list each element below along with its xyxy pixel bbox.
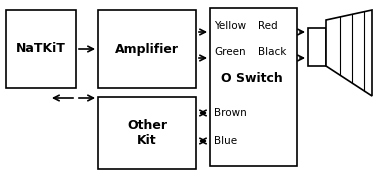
Text: Amplifier: Amplifier — [115, 42, 179, 55]
Bar — [6, 10, 76, 88]
Bar — [98, 97, 196, 169]
Bar — [98, 10, 196, 88]
Text: Other
Kit: Other Kit — [127, 119, 167, 147]
Text: Blue: Blue — [214, 136, 237, 146]
Text: Black: Black — [258, 47, 286, 57]
Bar — [210, 8, 297, 166]
Text: O Switch: O Switch — [221, 71, 283, 84]
Text: Red: Red — [258, 21, 278, 31]
Text: Brown: Brown — [214, 108, 247, 118]
Text: Yellow: Yellow — [214, 21, 246, 31]
Text: Green: Green — [214, 47, 246, 57]
Bar — [308, 28, 326, 66]
Polygon shape — [326, 10, 372, 96]
Text: NaTKiT: NaTKiT — [16, 42, 66, 55]
